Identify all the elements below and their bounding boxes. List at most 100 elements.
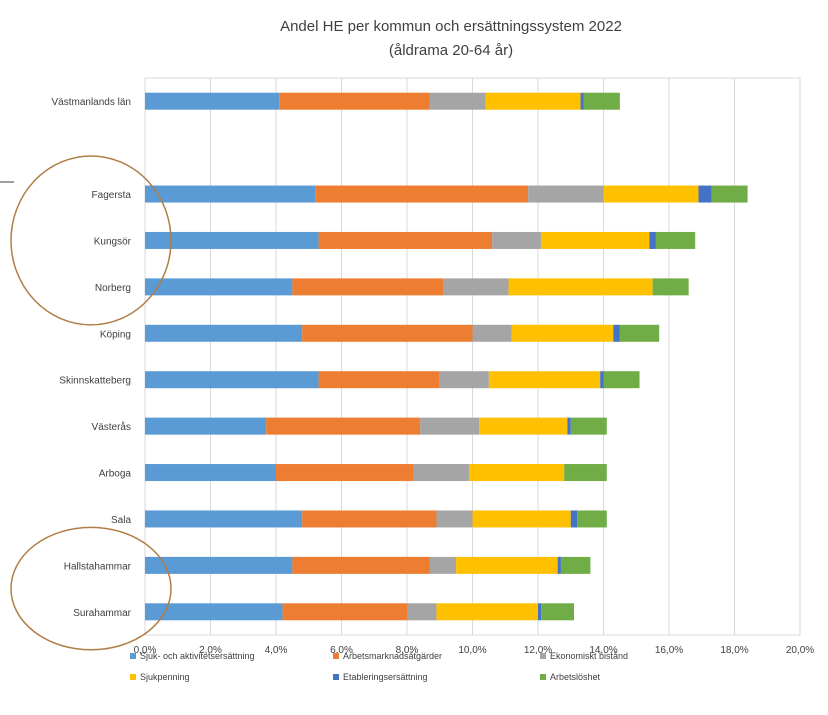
legend-swatch (540, 653, 546, 659)
bar-segment (698, 185, 712, 203)
category-label: Hallstahammar (64, 561, 132, 572)
category-label: Sala (111, 515, 131, 526)
bar-segment (472, 510, 571, 528)
bar-segment (557, 556, 561, 574)
bar-segment (145, 231, 319, 249)
bar-segment (318, 371, 440, 389)
bar-segment (436, 603, 538, 621)
bar-segment (649, 231, 656, 249)
bar-segment (613, 324, 620, 342)
legend-label: Arbetslöshet (550, 672, 601, 682)
bar-segment (603, 371, 640, 389)
bar-segment (429, 92, 486, 110)
x-tick-label: 4,0% (265, 645, 288, 656)
bar-segment (541, 231, 650, 249)
category-label: Fagersta (92, 190, 132, 201)
category-label: Västerås (92, 421, 131, 433)
legend-label: Sjuk- och aktivitetsersättning (140, 651, 255, 661)
bar-segment (292, 556, 430, 574)
bar-segment (488, 371, 601, 389)
bar-segment (145, 417, 267, 435)
bar-segment (492, 231, 542, 249)
bar-segment (652, 278, 689, 296)
legend-swatch (540, 674, 546, 680)
bar-segment (436, 510, 473, 528)
bar-segment (485, 92, 581, 110)
gridlines (144, 78, 801, 635)
category-label: Kungsör (94, 236, 132, 247)
bar-segment (538, 603, 542, 621)
chart-subtitle: (åldrama 20-64 år) (389, 42, 513, 59)
legend-swatch (333, 674, 339, 680)
legend-swatch (130, 674, 136, 680)
bar-segment (292, 278, 444, 296)
bar-segment (508, 278, 653, 296)
x-tick-label: 10,0% (458, 645, 486, 656)
bar-segment (560, 556, 591, 574)
bar-segment (145, 371, 319, 389)
bar-segment (145, 92, 280, 110)
bar-segment (145, 556, 293, 574)
bar-segment (570, 510, 578, 528)
bar-segment (479, 417, 568, 435)
bar-segment (443, 278, 509, 296)
bar-segment (577, 510, 607, 528)
x-tick-label: 16,0% (655, 645, 683, 656)
x-tick-label: 12,0% (524, 645, 552, 656)
bar-segment (145, 278, 293, 296)
x-tick-label: 0,0% (134, 645, 157, 656)
bar-segment (302, 324, 473, 342)
legend-label: Arbetsmarknadsåtgärder (343, 651, 442, 661)
bar-segment (407, 603, 437, 621)
x-tick-label: 2,0% (199, 645, 222, 656)
bar-segment (302, 510, 437, 528)
bar-segment (266, 417, 421, 435)
bar-segment (420, 417, 480, 435)
bar-segment (580, 92, 584, 110)
bar-segment (145, 510, 303, 528)
x-tick-label: 20,0% (786, 645, 814, 656)
category-label: Arboga (99, 469, 132, 480)
bar-segment (541, 603, 575, 621)
bar-segment (469, 464, 565, 482)
x-tick-label: 6,0% (330, 645, 353, 656)
category-label: Norberg (95, 283, 131, 294)
legend-label: Sjukpenning (140, 672, 190, 682)
bar-segment (145, 324, 303, 342)
category-label: Surahammar (73, 608, 131, 619)
legend: Sjuk- och aktivitetsersättning Arbetsmark… (130, 651, 628, 682)
category-labels: Västmanlands län Fagersta Kungsör Norberg Kö… (52, 97, 132, 619)
bar-segment (600, 371, 604, 389)
x-tick-label: 14,0% (589, 645, 617, 656)
annotation-circle (10, 155, 172, 326)
legend-swatch (130, 653, 136, 659)
legend-swatch (333, 653, 339, 659)
bar-segment (528, 185, 604, 203)
bar-segment (583, 92, 620, 110)
chart-title: Andel HE per kommun och ersättningssyste… (280, 18, 622, 35)
x-tick-label: 8,0% (396, 645, 419, 656)
bar-segment (276, 464, 414, 482)
category-label: Västmanlands län (52, 97, 132, 108)
legend-label: Etableringsersättning (343, 672, 428, 682)
x-tick-labels: 0,0% 2,0% 4,0% 6,0% 8,0% 10,0% 12,0% 14,0% 16,0%… (134, 645, 815, 656)
bar-segment (564, 464, 607, 482)
bar-segment (472, 324, 512, 342)
bar-segment (413, 464, 470, 482)
bar-segment (145, 464, 276, 482)
bar-segment (315, 185, 529, 203)
bars (145, 92, 748, 621)
legend-label: Ekonomiskt bistånd (550, 651, 628, 661)
bar-segment (145, 603, 283, 621)
bar-segment (456, 556, 558, 574)
bar-segment (619, 324, 660, 342)
x-tick-label: 18,0% (720, 645, 748, 656)
bar-segment (318, 231, 493, 249)
bar-segment (655, 231, 696, 249)
bar-segment (145, 185, 316, 203)
bar-segment (570, 417, 607, 435)
bar-segment (511, 324, 614, 342)
category-label: Skinnskatteberg (59, 376, 131, 387)
bar-segment (603, 185, 699, 203)
